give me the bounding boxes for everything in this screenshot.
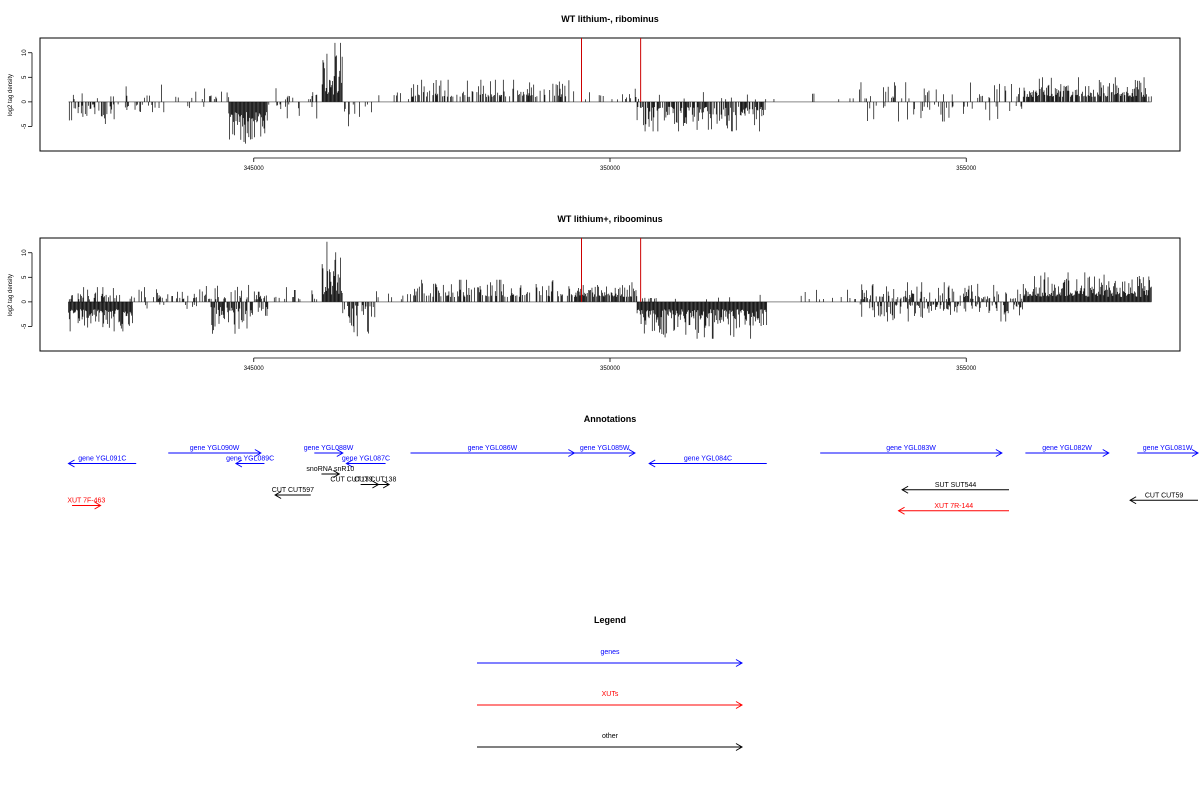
annotation-label: gene YGL085W xyxy=(580,445,630,452)
annotation-arrow xyxy=(72,501,102,510)
annotation-arrow xyxy=(168,449,262,457)
y-tick-label: 10 xyxy=(22,249,28,256)
x-tick-label: 345000 xyxy=(244,366,265,372)
annotation-label: gene YGL084C xyxy=(684,456,732,463)
y-tick-label: 0 xyxy=(22,100,28,104)
annotation-label: gene YGL088W xyxy=(304,445,354,452)
annotation-label: gene YGL086W xyxy=(468,445,518,452)
y-tick-label: -5 xyxy=(22,323,28,329)
legend-entries: genes XUTs other xyxy=(477,649,743,751)
y-tick-label: 5 xyxy=(22,75,28,79)
annotation-label: gene YGL090W xyxy=(190,445,240,452)
annotation-label: gene YGL082W xyxy=(1042,445,1092,452)
y-tick-label: 0 xyxy=(22,300,28,304)
legend-arrow xyxy=(477,659,743,667)
annotation-arrow xyxy=(1025,449,1110,457)
legend-arrow xyxy=(477,743,743,751)
x-tick-label: 355000 xyxy=(956,366,977,372)
annotation-arrow xyxy=(1129,496,1198,505)
track-panel-lithium-minus: WT lithium-, ribominus log2 tag density … xyxy=(8,14,1181,172)
y-tick-label: 10 xyxy=(22,49,28,56)
annotation-label: gene YGL089C xyxy=(226,456,274,463)
bar-series xyxy=(68,38,1152,144)
annotation-arrow xyxy=(314,449,344,457)
legend: Legend genes XUTs other xyxy=(477,615,743,751)
plot-frame xyxy=(39,237,1181,352)
y-tick-label: -5 xyxy=(22,123,28,129)
annotation-label: gene YGL087C xyxy=(342,456,390,463)
y-tick-label: 5 xyxy=(22,275,28,279)
x-tick-label: 345000 xyxy=(244,166,265,172)
annotation-arrow xyxy=(1137,449,1199,457)
panel-title: WT lithium+, riboominus xyxy=(557,214,662,224)
annotation-label: snoRNA snR10 xyxy=(306,466,354,473)
legend-arrow xyxy=(477,701,743,709)
legend-label: other xyxy=(602,733,619,740)
annotation-arrow xyxy=(360,480,380,489)
annotation-label: gene YGL083W xyxy=(886,445,936,452)
annotation-label: gene YGL091C xyxy=(78,456,126,463)
annotation-arrow xyxy=(321,470,341,478)
annotation-arrow xyxy=(820,449,1003,457)
annotation-items: gene YGL091C gene YGL090W gene YGL089C gene… xyxy=(67,445,1199,515)
legend-title: Legend xyxy=(594,615,626,625)
annotation-label: CUT CUT139 xyxy=(330,477,372,484)
annotation-arrow xyxy=(901,485,1009,494)
annotation-label: gene YGL081W xyxy=(1143,445,1193,452)
annotation-arrow xyxy=(234,459,265,468)
annotation-label: XUT 7R-144 xyxy=(934,503,973,510)
axes: -5 0 5 10 345000 350000 355000 xyxy=(22,49,977,172)
x-tick-label: 355000 xyxy=(956,166,977,172)
annotation-label: CUT CUT597 xyxy=(272,487,314,494)
annotation-arrow xyxy=(574,449,636,457)
legend-label: genes xyxy=(600,649,620,656)
annotation-arrow xyxy=(67,459,137,468)
legend-label: XUTs xyxy=(602,691,619,698)
annotation-label: CUT CUT138 xyxy=(354,477,396,484)
annotation-arrow xyxy=(345,459,386,468)
x-tick-label: 350000 xyxy=(600,366,621,372)
axes: -5 0 5 10 345000 350000 355000 xyxy=(22,249,977,372)
annotation-arrow xyxy=(648,459,767,468)
annotation-arrow xyxy=(897,506,1009,515)
annotation-label: XUT 7F-463 xyxy=(67,498,105,505)
y-axis-label: log2 tag density xyxy=(8,274,14,316)
annotation-label: CUT CUT59 xyxy=(1145,492,1183,499)
track-panel-lithium-plus: WT lithium+, riboominus log2 tag density… xyxy=(8,214,1181,372)
annotations-title: Annotations xyxy=(584,414,637,424)
panel-title: WT lithium-, ribominus xyxy=(561,14,659,24)
annotation-arrow xyxy=(274,491,311,499)
bar-series xyxy=(68,238,1152,339)
y-axis-label: log2 tag density xyxy=(8,74,14,116)
x-tick-label: 350000 xyxy=(600,166,621,172)
annotation-label: SUT SUT544 xyxy=(935,482,977,489)
plot-frame xyxy=(39,37,1181,152)
